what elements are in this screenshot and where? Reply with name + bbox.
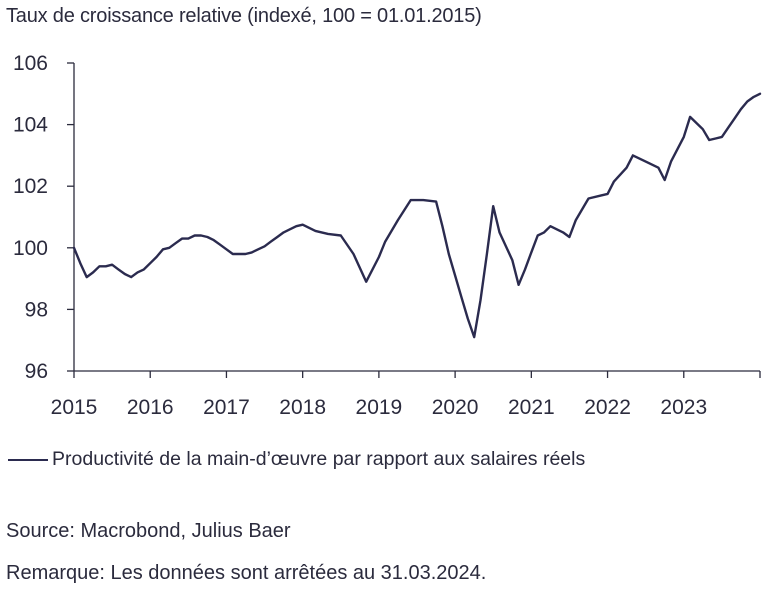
y-tick-label: 102 bbox=[13, 175, 48, 198]
y-tick-label: 100 bbox=[13, 237, 48, 260]
y-axis-ticks: 96 98 100 102 104 106 bbox=[13, 52, 74, 383]
x-tick-label: 2019 bbox=[356, 396, 403, 419]
x-tick-label: 2022 bbox=[584, 396, 631, 419]
source-note: Source: Macrobond, Julius Baer bbox=[6, 520, 291, 542]
series-line bbox=[72, 92, 762, 339]
x-tick-label: 2017 bbox=[203, 396, 250, 419]
x-tick-label: 2018 bbox=[279, 396, 326, 419]
y-tick-label: 98 bbox=[25, 298, 48, 321]
x-tick-label: 2021 bbox=[508, 396, 555, 419]
x-tick-label: 2015 bbox=[51, 396, 98, 419]
x-axis-ticks: 2015 2016 2017 2018 2019 2020 2021 2022 2023 bbox=[51, 371, 761, 419]
legend-swatch bbox=[8, 458, 48, 461]
x-tick-label: 2020 bbox=[432, 396, 479, 419]
x-tick-label: 2023 bbox=[660, 396, 707, 419]
y-tick-label: 106 bbox=[13, 52, 48, 75]
legend: Productivité de la main-d’œuvre par rapp… bbox=[8, 448, 585, 471]
chart-axes bbox=[73, 63, 760, 372]
chart-title: Taux de croissance relative (indexé, 100… bbox=[6, 5, 482, 27]
y-tick-label: 96 bbox=[25, 360, 48, 383]
remark-note: Remarque: Les données sont arrêtées au 3… bbox=[6, 562, 487, 584]
line-chart: 96 98 100 102 104 106 2015 2016 2017 2018 2019 202… bbox=[13, 52, 762, 419]
legend-label: Productivité de la main-d’œuvre par rapp… bbox=[52, 448, 586, 470]
x-tick-label: 2016 bbox=[127, 396, 174, 419]
series-lines bbox=[72, 92, 762, 339]
y-tick-label: 104 bbox=[13, 114, 48, 137]
